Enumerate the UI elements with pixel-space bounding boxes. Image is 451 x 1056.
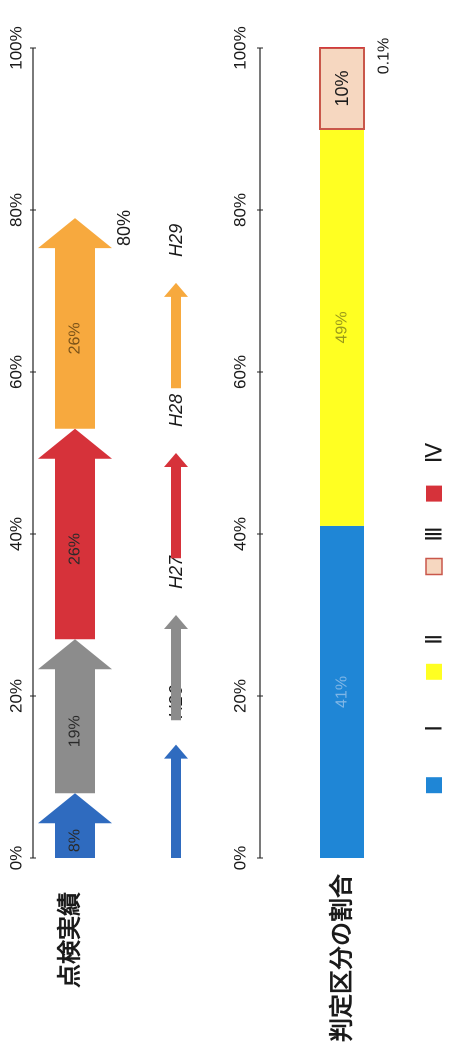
arrow-label-H26: 8% [67, 829, 84, 852]
arrow-H26 [38, 793, 112, 858]
bar-segment-I [320, 525, 364, 858]
tick-label-2: 100% [231, 26, 250, 69]
legend-arrow-H28 [164, 453, 188, 559]
segment-label-I: 41% [334, 676, 351, 708]
legend-swatch-II [426, 663, 442, 680]
segment-label-III: 10% [332, 70, 352, 106]
legend-label-H28: H28 [166, 394, 186, 427]
tick-label-2: 0% [231, 846, 250, 871]
arrow-label-H28: 26% [67, 533, 84, 565]
legend-arrow-H27 [164, 615, 188, 721]
legend-text-III: Ⅲ [422, 526, 447, 541]
chart1-title: 点検実績 [56, 892, 84, 988]
cumulative-label: 80% [114, 210, 134, 246]
legend-text-II: Ⅱ [422, 634, 447, 645]
legend-text-IV: Ⅳ [422, 442, 447, 463]
tick-label-2: 40% [231, 517, 250, 551]
legend-swatch-I [426, 777, 442, 794]
legend-arrow-H26 [164, 744, 188, 858]
tick-label-1: 0% [7, 846, 26, 871]
tick-label-2: 80% [231, 193, 250, 227]
segment-label-IV: 0.1% [376, 38, 393, 74]
arrow-H28 [38, 428, 112, 640]
arrow-label-H27: 19% [67, 715, 84, 747]
legend-swatch-III [425, 557, 443, 576]
bar-segment-IV [320, 47, 364, 48]
arrow-H27 [38, 639, 112, 794]
segment-label-II: 49% [334, 311, 351, 343]
bar-segment-II [320, 129, 364, 526]
tick-label-2: 20% [231, 679, 250, 713]
tick-label-1: 60% [7, 355, 26, 389]
chart2-title: 判定区分の割合 [328, 873, 356, 1042]
bar-segment-III [319, 47, 365, 130]
legend-text-I: Ⅰ [422, 725, 447, 732]
tick-label-1: 80% [7, 193, 26, 227]
legend-label-H27: H27 [166, 555, 186, 589]
tick-label-1: 40% [7, 517, 26, 551]
legend-swatch-IV [426, 485, 442, 502]
arrow-H29 [38, 218, 112, 429]
tick-label-1: 20% [7, 679, 26, 713]
legend-arrow-H29 [164, 282, 188, 389]
tick-label-1: 100% [7, 26, 26, 69]
tick-label-2: 60% [231, 355, 250, 389]
legend-label-H29: H29 [166, 224, 186, 257]
arrow-label-H29: 26% [67, 322, 84, 354]
